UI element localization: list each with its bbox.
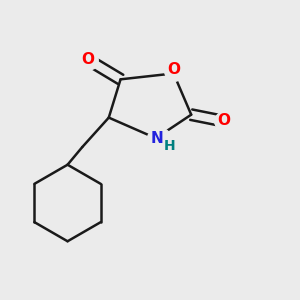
Text: H: H: [163, 139, 175, 153]
Text: O: O: [82, 52, 95, 67]
Text: O: O: [167, 61, 180, 76]
Text: N: N: [151, 131, 164, 146]
Text: O: O: [218, 113, 231, 128]
